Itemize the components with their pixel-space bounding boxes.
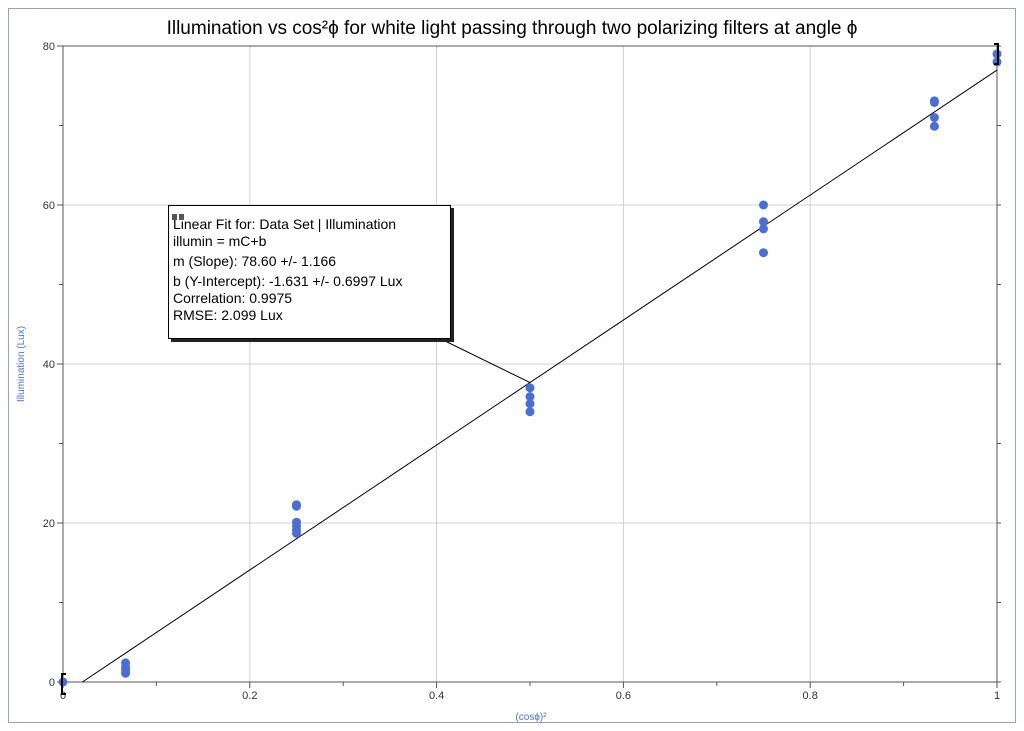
y-tick-label: 60 <box>43 200 55 212</box>
y-tick-label: 0 <box>49 677 55 689</box>
chart-title: Illumination vs cos²ϕ for white light pa… <box>166 18 858 39</box>
data-point <box>525 399 535 409</box>
fit-intercept: b (Y-Intercept): -1.631 +/- 0.6997 Lux <box>173 273 403 289</box>
fit-line-group <box>82 69 998 683</box>
data-point <box>292 528 301 538</box>
x-tick-label: 0 <box>60 690 66 702</box>
tick-marks <box>57 45 1001 688</box>
data-point <box>121 668 131 678</box>
data-point <box>929 97 939 107</box>
fit-title: Linear Fit for: Data Set | Illumination <box>173 216 397 232</box>
x-tick-label: 0.8 <box>803 690 818 702</box>
annotation-handle-icon[interactable] <box>172 207 186 220</box>
data-point <box>292 501 301 511</box>
y-axis-title: Illumination (Lux) <box>16 326 27 402</box>
data-points <box>58 49 1002 687</box>
data-point <box>759 248 768 258</box>
range-brackets[interactable] <box>61 42 999 695</box>
annotation-leader-line <box>440 338 531 383</box>
x-tick-label: 0.4 <box>429 690 444 702</box>
data-point <box>929 121 939 131</box>
fit-line <box>82 69 998 683</box>
data-point <box>759 217 768 227</box>
x-tick-label: 1 <box>994 690 1000 702</box>
fit-correlation: Correlation: 0.9975 <box>173 290 293 306</box>
data-point <box>929 113 939 123</box>
x-tick-label: 0.2 <box>242 690 257 702</box>
fit-equation: illumin = mC+b <box>173 233 267 249</box>
grid <box>63 46 997 682</box>
x-axis-title: (cosϕ)² <box>515 712 547 723</box>
data-point <box>759 200 768 210</box>
x-tick-label: 0.6 <box>616 690 631 702</box>
fit-slope: m (Slope): 78.60 +/- 1.166 <box>173 253 337 269</box>
graph-frame <box>8 8 1016 723</box>
x-tick-labels: 0 0.2 0.4 0.6 0.8 1 <box>60 690 1000 702</box>
data-point <box>525 407 535 417</box>
fit-rmse: RMSE: 2.099 Lux <box>173 307 283 323</box>
linear-fit-annotation[interactable]: Linear Fit for: Data Set | Illumination … <box>168 205 451 339</box>
y-tick-label: 80 <box>43 41 55 53</box>
data-point <box>759 224 768 234</box>
left-range-bracket <box>61 673 66 695</box>
y-tick-label: 40 <box>43 359 55 371</box>
y-tick-label: 20 <box>43 518 55 530</box>
y-tick-labels: 0 20 40 60 80 <box>43 41 55 689</box>
data-point <box>525 383 535 393</box>
right-range-bracket <box>994 42 999 65</box>
data-point <box>525 392 535 402</box>
